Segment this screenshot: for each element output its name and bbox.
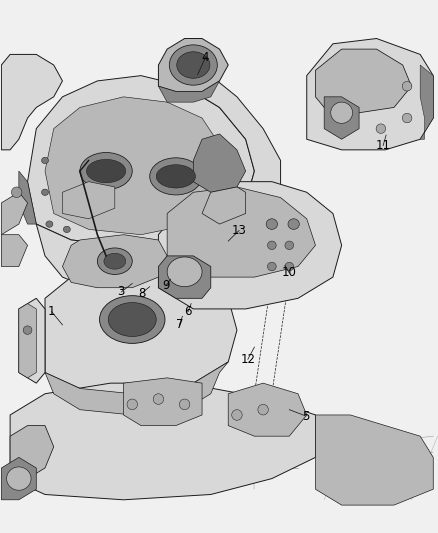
Ellipse shape (104, 253, 125, 269)
Ellipse shape (86, 159, 125, 183)
Text: 6: 6 (184, 305, 191, 318)
Text: 5: 5 (301, 409, 309, 423)
Polygon shape (158, 38, 228, 92)
Polygon shape (45, 362, 228, 415)
Ellipse shape (153, 394, 163, 405)
Ellipse shape (257, 405, 268, 415)
Ellipse shape (267, 241, 276, 249)
Text: 10: 10 (281, 266, 296, 279)
Text: 12: 12 (240, 353, 255, 366)
Polygon shape (419, 65, 432, 139)
Ellipse shape (80, 152, 132, 190)
Polygon shape (323, 97, 358, 139)
Text: 7: 7 (175, 318, 183, 332)
Polygon shape (315, 415, 432, 505)
Ellipse shape (231, 410, 242, 420)
Text: 11: 11 (375, 139, 390, 152)
Polygon shape (184, 76, 280, 214)
Ellipse shape (167, 257, 201, 287)
Ellipse shape (7, 467, 31, 490)
Ellipse shape (149, 158, 201, 195)
Polygon shape (28, 76, 254, 245)
Ellipse shape (401, 114, 411, 123)
Polygon shape (19, 171, 36, 224)
Polygon shape (201, 187, 245, 224)
Polygon shape (36, 224, 193, 293)
Ellipse shape (401, 82, 411, 91)
Polygon shape (10, 425, 53, 479)
Ellipse shape (177, 52, 209, 78)
Polygon shape (1, 235, 28, 266)
Polygon shape (306, 38, 432, 150)
Polygon shape (167, 187, 315, 277)
Polygon shape (158, 182, 341, 309)
Text: 8: 8 (138, 287, 145, 300)
Polygon shape (10, 383, 315, 500)
Ellipse shape (284, 241, 293, 249)
Polygon shape (158, 81, 219, 102)
Ellipse shape (287, 219, 299, 229)
Ellipse shape (42, 189, 48, 196)
Polygon shape (19, 304, 36, 378)
Ellipse shape (97, 248, 132, 274)
Polygon shape (315, 49, 410, 113)
Ellipse shape (63, 226, 70, 232)
Text: 3: 3 (117, 286, 125, 298)
Ellipse shape (265, 219, 277, 229)
Ellipse shape (375, 124, 385, 133)
Text: 13: 13 (231, 224, 246, 237)
Text: 1: 1 (48, 305, 55, 318)
Polygon shape (228, 383, 306, 436)
Polygon shape (1, 457, 36, 500)
Polygon shape (45, 266, 237, 394)
Polygon shape (1, 54, 62, 150)
Polygon shape (19, 298, 45, 383)
Ellipse shape (108, 303, 156, 336)
Ellipse shape (284, 262, 293, 271)
Ellipse shape (42, 157, 48, 164)
Ellipse shape (23, 326, 32, 334)
Polygon shape (62, 235, 167, 288)
Ellipse shape (169, 45, 217, 85)
Ellipse shape (267, 262, 276, 271)
Ellipse shape (330, 102, 352, 123)
Ellipse shape (11, 187, 22, 198)
Polygon shape (45, 97, 228, 235)
Ellipse shape (179, 399, 189, 410)
Ellipse shape (46, 221, 53, 227)
Text: 9: 9 (162, 279, 170, 292)
Polygon shape (193, 134, 245, 192)
Polygon shape (1, 192, 28, 235)
Polygon shape (158, 256, 210, 298)
Polygon shape (123, 378, 201, 425)
Ellipse shape (127, 399, 137, 410)
Text: 4: 4 (201, 51, 209, 63)
Ellipse shape (99, 296, 165, 343)
Polygon shape (62, 182, 115, 219)
Ellipse shape (156, 165, 195, 188)
